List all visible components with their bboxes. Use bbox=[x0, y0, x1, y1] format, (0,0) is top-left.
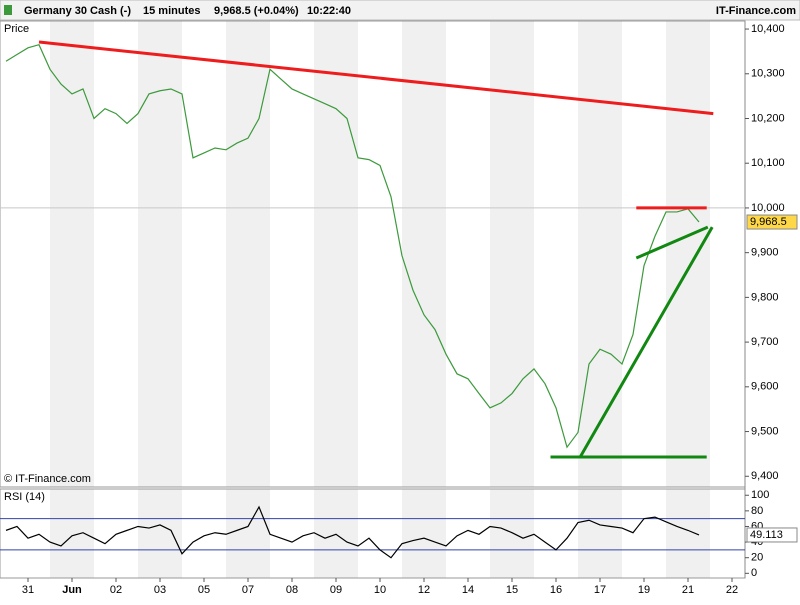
last-value-box bbox=[746, 527, 798, 543]
copyright: © IT-Finance.com bbox=[4, 473, 91, 485]
last-value-box bbox=[746, 214, 798, 230]
x-tick-label: 03 bbox=[154, 584, 166, 596]
y-tick-label: 0 bbox=[751, 567, 757, 579]
panel-label: RSI (14) bbox=[4, 491, 45, 503]
x-tick-label: 19 bbox=[638, 584, 650, 596]
x-tick-label: 12 bbox=[418, 584, 430, 596]
title-bar bbox=[0, 0, 800, 21]
day-band bbox=[578, 489, 622, 578]
y-tick-label: 9,800 bbox=[751, 291, 779, 303]
x-tick-label: 09 bbox=[330, 584, 342, 596]
day-band bbox=[402, 489, 446, 578]
x-tick-label: 02 bbox=[110, 584, 122, 596]
last-value: 9,968.5 bbox=[750, 216, 787, 228]
y-tick-label: 9,500 bbox=[751, 425, 779, 437]
day-band bbox=[666, 21, 710, 487]
x-tick-label: 05 bbox=[198, 584, 210, 596]
y-tick-label: 10,100 bbox=[751, 157, 785, 169]
x-tick-label: 22 bbox=[726, 584, 738, 596]
y-tick-label: 10,200 bbox=[751, 112, 785, 124]
y-tick-label: 10,000 bbox=[751, 202, 785, 214]
y-tick-label: 9,700 bbox=[751, 336, 779, 348]
day-band bbox=[490, 21, 534, 487]
x-tick-label: 21 bbox=[682, 584, 694, 596]
day-band bbox=[490, 489, 534, 578]
y-tick-label: 10,300 bbox=[751, 68, 785, 80]
x-tick-label: 16 bbox=[550, 584, 562, 596]
trendline bbox=[578, 226, 714, 458]
rsi-line bbox=[5, 505, 700, 559]
day-band bbox=[50, 21, 94, 487]
day-band bbox=[314, 489, 358, 578]
time: 10:22:40 bbox=[307, 5, 351, 17]
x-tick-label: 07 bbox=[242, 584, 254, 596]
x-tick-label: Jun bbox=[62, 584, 82, 596]
day-band bbox=[138, 21, 182, 487]
instrument: Germany 30 Cash (-) bbox=[24, 5, 131, 17]
trendline bbox=[635, 225, 709, 260]
y-tick-label: 20 bbox=[751, 552, 763, 564]
day-band bbox=[138, 489, 182, 578]
y-tick-label: 9,900 bbox=[751, 247, 779, 259]
day-band bbox=[226, 21, 270, 487]
x-tick-label: 08 bbox=[286, 584, 298, 596]
trendline bbox=[38, 40, 714, 116]
y-tick-label: 9,400 bbox=[751, 470, 779, 482]
x-tick-label: 31 bbox=[22, 584, 34, 596]
chart-icon bbox=[4, 5, 12, 15]
x-tick-label: 17 bbox=[594, 584, 606, 596]
day-band bbox=[314, 21, 358, 487]
day-band bbox=[226, 489, 270, 578]
y-tick-label: 80 bbox=[751, 505, 763, 517]
y-tick-label: 10,400 bbox=[751, 23, 785, 35]
x-tick-label: 15 bbox=[506, 584, 518, 596]
y-tick-label: 100 bbox=[751, 489, 769, 501]
day-band bbox=[50, 489, 94, 578]
timeframe: 15 minutes bbox=[143, 5, 200, 17]
panel-label: Price bbox=[4, 23, 29, 35]
quote: 9,968.5 (+0.04%) bbox=[214, 5, 299, 17]
price-line bbox=[5, 43, 700, 449]
y-tick-label: 9,600 bbox=[751, 381, 779, 393]
last-value: 49.113 bbox=[750, 529, 783, 541]
x-tick-label: 14 bbox=[462, 584, 474, 596]
day-band bbox=[402, 21, 446, 487]
day-band bbox=[666, 489, 710, 578]
day-band bbox=[578, 21, 622, 487]
x-tick-label: 10 bbox=[374, 584, 386, 596]
brand: IT-Finance.com bbox=[716, 5, 796, 17]
